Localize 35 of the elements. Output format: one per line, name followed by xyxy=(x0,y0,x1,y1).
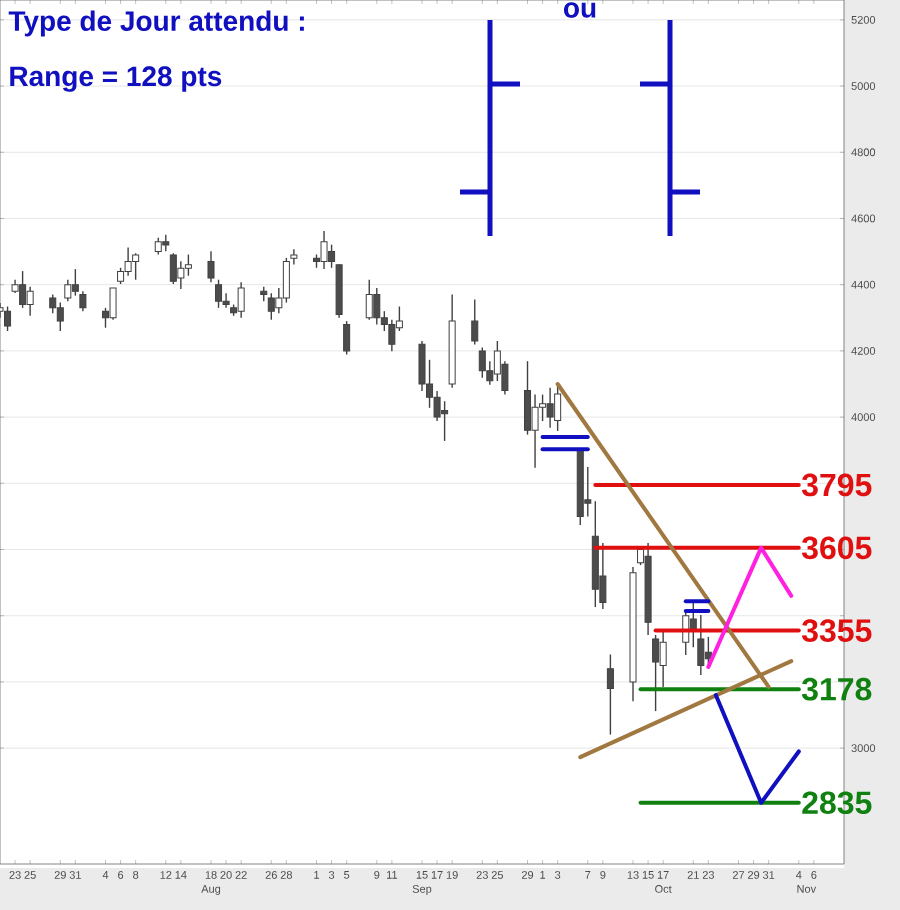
candlestick xyxy=(109,287,117,321)
candlestick xyxy=(478,346,486,379)
candlestick xyxy=(124,246,132,277)
candlestick xyxy=(19,270,27,309)
candlestick xyxy=(267,292,275,321)
candlestick xyxy=(169,252,177,285)
candlestick xyxy=(606,653,614,736)
data-label: 3178 xyxy=(801,677,872,701)
candlestick xyxy=(320,230,328,270)
data-label: 3355 xyxy=(801,619,872,642)
candlestick xyxy=(365,279,373,321)
candlestick xyxy=(4,305,12,332)
candlestick xyxy=(441,400,449,442)
text: Range = 128 pts xyxy=(10,66,222,92)
candlestick xyxy=(49,293,57,314)
candlestick xyxy=(64,279,72,302)
candlestick xyxy=(237,281,245,319)
data-label: 2835 xyxy=(802,791,872,815)
candlestick xyxy=(132,252,140,281)
chart-title: Type de Jour attendu : xyxy=(8,10,304,37)
candlestick xyxy=(343,320,351,356)
candlestick xyxy=(177,260,185,290)
candlestick xyxy=(215,279,223,309)
data-label: 3795 xyxy=(801,473,872,497)
candlestick xyxy=(26,285,34,317)
candlestick xyxy=(373,287,381,326)
candlestick xyxy=(652,634,660,712)
data-label: 3605 xyxy=(801,536,872,560)
candlestick xyxy=(531,393,539,469)
candlestick xyxy=(546,386,554,429)
candlestick xyxy=(471,298,479,346)
candlestick xyxy=(554,383,562,432)
candlestick xyxy=(207,250,215,284)
annotation: ou xyxy=(564,2,596,18)
candlestick xyxy=(56,301,64,332)
